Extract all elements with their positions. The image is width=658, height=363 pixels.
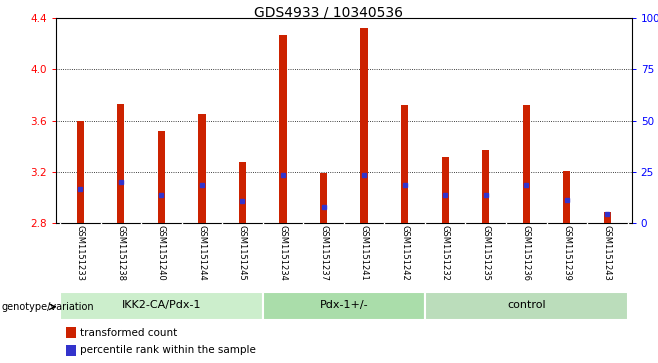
Text: GSM1151238: GSM1151238 xyxy=(116,225,125,281)
Text: GSM1151243: GSM1151243 xyxy=(603,225,612,281)
Text: transformed count: transformed count xyxy=(80,328,178,338)
Bar xyxy=(442,156,449,223)
Bar xyxy=(198,114,205,223)
Text: percentile rank within the sample: percentile rank within the sample xyxy=(80,345,256,355)
Bar xyxy=(603,212,611,223)
FancyBboxPatch shape xyxy=(60,292,263,320)
Bar xyxy=(320,173,327,223)
Text: IKK2-CA/Pdx-1: IKK2-CA/Pdx-1 xyxy=(122,300,201,310)
FancyBboxPatch shape xyxy=(263,292,425,320)
Text: GSM1151245: GSM1151245 xyxy=(238,225,247,281)
Text: GDS4933 / 10340536: GDS4933 / 10340536 xyxy=(255,5,403,20)
Text: GSM1151233: GSM1151233 xyxy=(76,225,85,281)
Text: control: control xyxy=(507,300,545,310)
Bar xyxy=(117,104,124,223)
Text: GSM1151239: GSM1151239 xyxy=(563,225,571,281)
Bar xyxy=(158,131,165,223)
Bar xyxy=(280,35,287,223)
Text: GSM1151241: GSM1151241 xyxy=(359,225,368,281)
Text: GSM1151242: GSM1151242 xyxy=(400,225,409,281)
Bar xyxy=(522,105,530,223)
Text: GSM1151236: GSM1151236 xyxy=(522,225,531,281)
Text: GSM1151244: GSM1151244 xyxy=(197,225,207,281)
Bar xyxy=(76,121,84,223)
Text: GSM1151234: GSM1151234 xyxy=(278,225,288,281)
Text: GSM1151232: GSM1151232 xyxy=(441,225,449,281)
Bar xyxy=(563,171,570,223)
FancyBboxPatch shape xyxy=(425,292,628,320)
Text: Pdx-1+/-: Pdx-1+/- xyxy=(320,300,368,310)
Text: GSM1151240: GSM1151240 xyxy=(157,225,166,281)
Bar xyxy=(361,28,368,223)
Text: GSM1151235: GSM1151235 xyxy=(481,225,490,281)
Bar xyxy=(401,105,408,223)
Text: genotype/variation: genotype/variation xyxy=(1,302,94,312)
Bar xyxy=(239,162,246,223)
Bar xyxy=(482,150,490,223)
Text: GSM1151237: GSM1151237 xyxy=(319,225,328,281)
